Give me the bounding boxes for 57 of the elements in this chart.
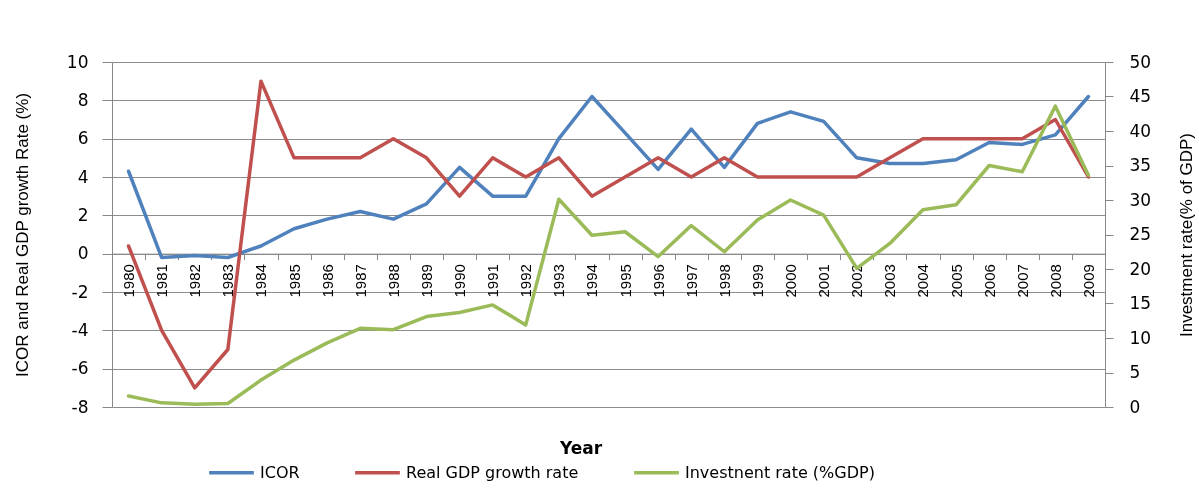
y-tick-label: 2 bbox=[77, 204, 89, 225]
y-tick-label: 8 bbox=[77, 89, 89, 110]
x-tick-label: 1983 bbox=[219, 264, 237, 298]
x-tick-label: 1998 bbox=[715, 264, 733, 298]
y-axis-title: ICOR and Real GDP growth Rate (%) bbox=[12, 92, 32, 378]
x-tick-label: 1980 bbox=[120, 264, 138, 298]
y-tick-label: -4 bbox=[71, 319, 89, 340]
x-tick-label: 1981 bbox=[153, 264, 171, 298]
y2-tick-label: 45 bbox=[1129, 86, 1152, 106]
x-tick-label: 1985 bbox=[285, 264, 303, 298]
y-tick-label: 0 bbox=[77, 243, 89, 264]
x-tick-label: 2000 bbox=[782, 264, 800, 298]
x-tick-label: 2004 bbox=[914, 264, 932, 298]
x-tick-label: 1992 bbox=[517, 264, 535, 298]
y-tick-label: -8 bbox=[71, 396, 89, 417]
y2-tick-label: 5 bbox=[1129, 362, 1141, 382]
x-axis-title: Year bbox=[558, 437, 603, 458]
x-tick-label: 1996 bbox=[649, 264, 667, 298]
x-tick-label: 2009 bbox=[1079, 264, 1097, 298]
x-tick-label: 2001 bbox=[815, 264, 833, 298]
x-tick-label: 1993 bbox=[550, 264, 568, 298]
y2-tick-label: 50 bbox=[1129, 51, 1152, 72]
x-tick-label: 1994 bbox=[583, 264, 601, 298]
y-tick-label: -6 bbox=[71, 358, 89, 379]
y2-tick-label: 35 bbox=[1129, 155, 1152, 175]
y2-tick-label: 10 bbox=[1129, 327, 1152, 348]
y2-axis-title: Investment rate(% of GDP) bbox=[1177, 132, 1197, 338]
x-tick-label: 2006 bbox=[980, 264, 998, 298]
x-tick-label: 2008 bbox=[1046, 264, 1064, 298]
x-tick-label: 1987 bbox=[351, 264, 369, 298]
legend-label: Real GDP growth rate bbox=[406, 462, 579, 482]
y2-tick-label: 40 bbox=[1129, 120, 1152, 141]
x-tick-label: 2003 bbox=[881, 264, 899, 298]
x-tick-label: 2005 bbox=[947, 264, 965, 298]
x-tick-label: 1982 bbox=[186, 264, 204, 298]
x-tick-label: 1990 bbox=[451, 264, 469, 298]
y2-tick-label: 25 bbox=[1129, 224, 1152, 244]
x-tick-label: 1986 bbox=[318, 264, 336, 298]
y2-tick-label: 30 bbox=[1129, 189, 1152, 210]
y-tick-label: 6 bbox=[77, 128, 89, 149]
x-tick-label: 1997 bbox=[682, 264, 700, 298]
y-tick-label: -2 bbox=[71, 281, 89, 302]
legend-label: Investnent rate (%GDP) bbox=[685, 462, 875, 482]
y2-tick-label: 15 bbox=[1129, 293, 1152, 313]
x-tick-label: 1999 bbox=[748, 264, 766, 298]
y2-tick-label: 20 bbox=[1129, 258, 1152, 279]
legend-label: ICOR bbox=[260, 462, 300, 482]
line-series bbox=[126, 94, 1091, 260]
y-tick-label: 4 bbox=[77, 166, 89, 187]
y-tick-label: 10 bbox=[66, 51, 89, 72]
x-tick-label: 2007 bbox=[1013, 264, 1031, 298]
x-tick-label: 1984 bbox=[252, 264, 270, 298]
y2-tick-label: 0 bbox=[1129, 396, 1141, 417]
x-tick-label: 1988 bbox=[384, 264, 402, 298]
x-tick-label: 1995 bbox=[616, 264, 634, 298]
x-tick-label: 1991 bbox=[484, 264, 502, 298]
x-tick-label: 1989 bbox=[417, 264, 435, 298]
